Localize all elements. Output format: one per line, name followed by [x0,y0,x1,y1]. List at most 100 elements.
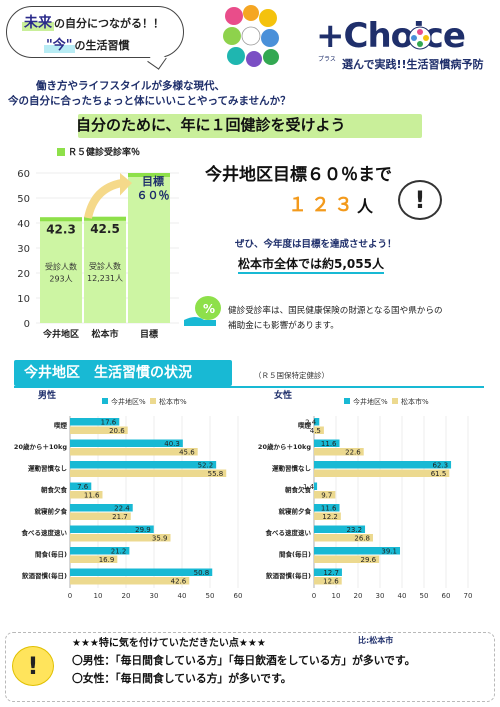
male-advice: 〇男性：「毎日間食している方」「毎日飲酒をしている方」が多いです。 [72,654,416,667]
bar-value: 62.3 [432,462,448,470]
future-word: 未来 [22,15,54,31]
bar-value: 21.7 [112,513,128,521]
section-title: 今井地区 生活習慣の状況 [14,360,232,386]
bar [314,504,340,512]
bar-value: 11.6 [321,440,337,448]
bar-value: 50.8 [194,569,210,577]
bottom-callout [5,632,495,702]
exclaim-icon: ! [414,186,426,214]
rate-x-label: 今井地区 [42,328,79,340]
legend-swatch [344,398,350,404]
bar [314,418,320,426]
target-title: 今井地区目標６０％まで [205,165,392,185]
bar-value: 45.6 [179,449,195,457]
bar-value: 11.6 [84,492,100,500]
rate-legend-swatch [57,148,65,156]
category-label: 20歳から＋10kg [14,442,67,451]
bar-value: 52.2 [198,462,214,470]
now-word: "今" [44,38,75,53]
logo-plus-reading: プラス [318,56,336,63]
bubble-line-2-text: の生活習慣 [74,39,130,52]
bar-value: 16.9 [99,556,115,564]
bar [314,525,366,533]
rate-count-label: 受診人数 [89,261,121,271]
x-tick: 20 [122,592,131,598]
bar [70,448,198,456]
bar [70,534,171,542]
question-line-1: 働き方やライフスタイルが多様な現代、 [36,80,225,92]
bar [314,555,380,563]
rate-bar-cap [40,217,82,222]
bar-value: 12.2 [322,513,338,521]
headline-highlight [78,114,422,138]
rate-bar-cap [128,173,170,177]
checkup-rate-chart: Ｒ５健診受診率％ 0 10 20 30 40 50 60 今井地区 42.3 受診人数 293人松… [17,146,179,340]
bar-value: 1.4 [303,483,315,491]
choice-logo-dot-icon [408,26,432,50]
bar-value: 21.2 [111,548,127,556]
x-tick: 0 [312,592,316,598]
note-line-2: 補助金にも影響があります。 [228,321,339,331]
bar-value: 20.6 [109,427,125,435]
rate-y-tick: 50 [17,194,30,205]
bar-value: 35.9 [152,535,168,543]
category-label: 就寝前夕食 [35,507,68,516]
logo-tagline: 選んで実践!!生活習慣病予防 [342,58,484,71]
x-tick: 30 [150,592,159,598]
x-tick: 40 [178,592,187,598]
headline: 自分のために、年に１回健診を受けよう [76,116,346,134]
rate-y-tick: 40 [17,219,30,230]
bar [314,469,450,477]
female-advice: 〇女性：「毎日間食している方」が多いです。 [72,672,292,685]
rate-x-label: 目標 [140,328,158,340]
rate-x-label: 松本市 [91,328,118,340]
x-tick: 70 [464,592,473,598]
target-bar-label: ６０％ [137,189,170,202]
bar [314,491,336,499]
rate-bar-cap [84,216,126,221]
bar-value: 42.6 [171,578,187,586]
bar-value: 9.7 [321,492,332,500]
x-tick: 10 [94,592,103,598]
bar [70,491,103,499]
section-divider [14,386,484,388]
bar [314,426,324,434]
x-tick: 10 [332,592,341,598]
bar-value: 17.6 [101,419,117,427]
legend-swatch [102,398,108,404]
rate-count-label: 12,231人 [87,274,123,283]
category-label: 間食(毎日) [279,550,311,559]
money-hand-icon: % [184,296,221,326]
rate-count-label: 293人 [49,274,72,283]
x-tick: 30 [376,592,385,598]
bar [70,426,128,434]
bar-value: 55.8 [208,470,224,478]
target-arrow-head [120,173,132,196]
bar [70,469,227,477]
target-bar-label: 目標 [142,174,164,188]
bar-value: 22.6 [345,449,361,457]
rate-bar [84,216,126,323]
panel-label: 男性 [38,389,56,401]
rate-value-label: 42.5 [90,222,120,236]
exclaim-icon: ! [27,652,39,680]
bottom-title: ★★★特に気を付けていただきたい点★★★ [72,638,266,649]
bar [314,448,364,456]
panel-label: 女性 [274,389,292,401]
category-label: 朝食欠食 [285,485,312,494]
section-source: （Ｒ５国保特定健診） [254,371,329,380]
target-exclaim-bubble [398,180,442,220]
target-achieve-text: ぜひ、今年度は目標を達成させよう！ [235,239,397,250]
category-label: 喫煙 [298,421,312,430]
legend-label: 松本市% [159,397,187,406]
bar [314,439,340,447]
target-count-unit: 人 [357,197,374,216]
bar [70,482,92,490]
bar [70,461,217,469]
target-arrow [84,179,123,219]
bar [314,534,373,542]
question-line-2: 今の自分に合ったちょっと体にいいことやってみませんか？ [8,95,291,107]
bar [314,512,341,520]
choice-logo-text: +Choice [316,16,466,56]
